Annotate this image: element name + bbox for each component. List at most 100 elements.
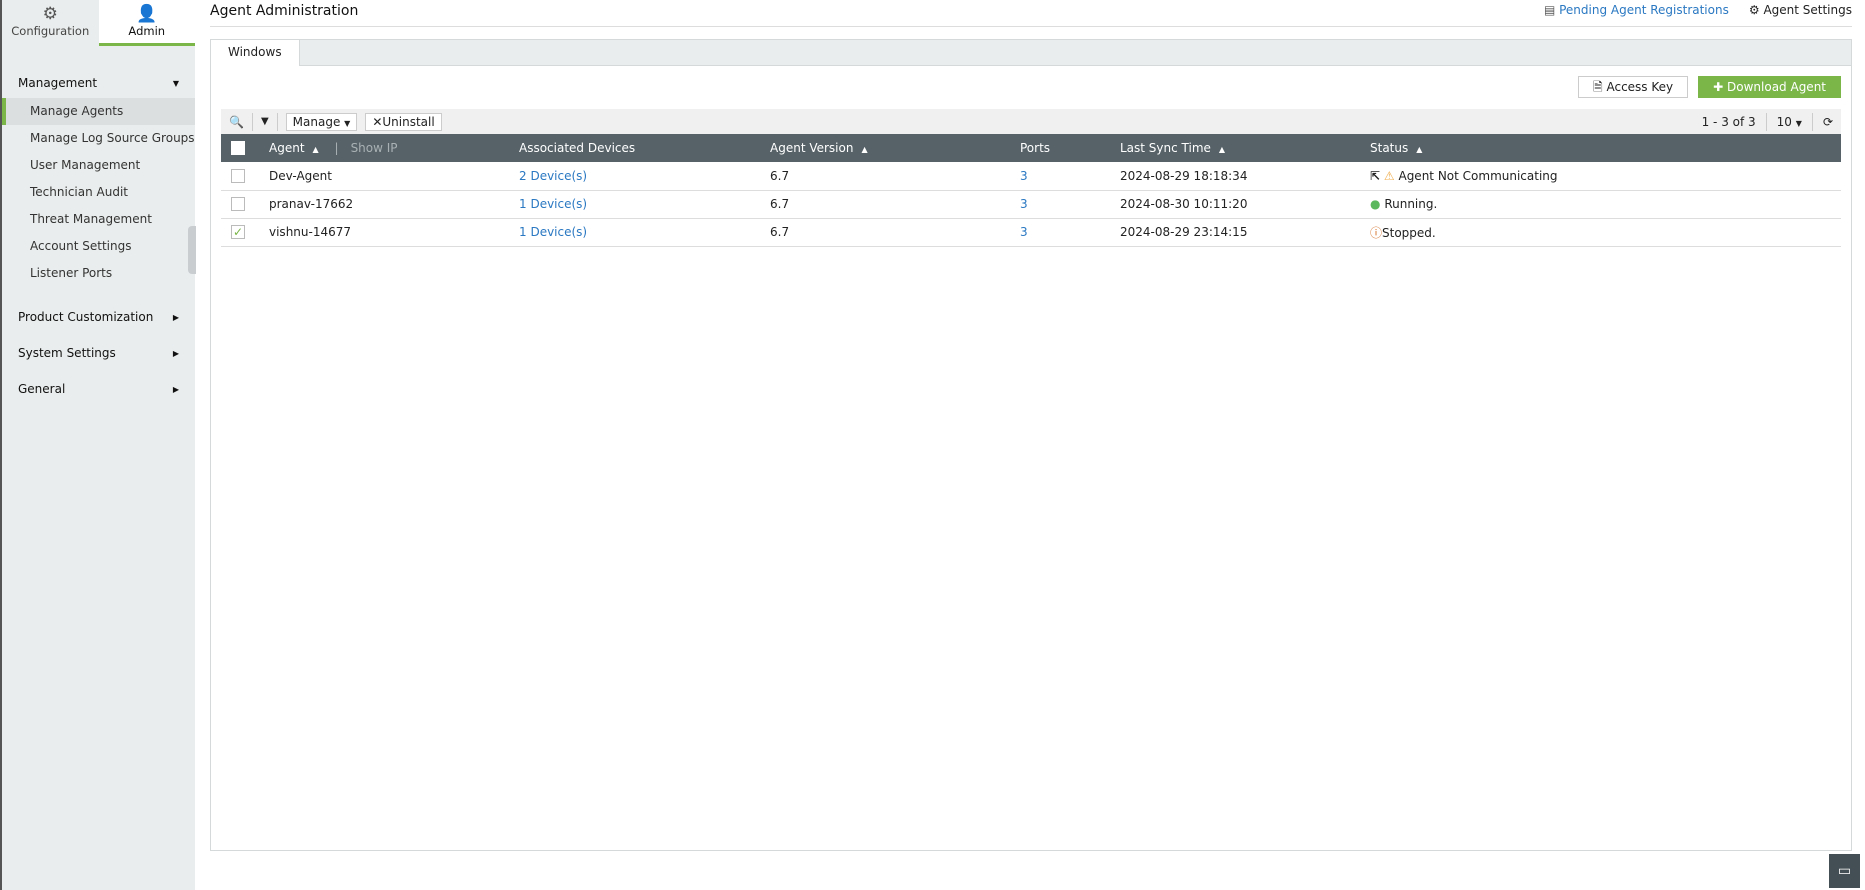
gear-icon: ⚙ — [42, 4, 58, 24]
sync-time: 2024-08-30 10:11:20 — [1120, 190, 1370, 219]
agents-panel: Windows 🗎 Access Key ✚ Download Agent 🔍 … — [210, 39, 1852, 851]
chat-icon: ▭ — [1837, 863, 1852, 879]
sort-asc-icon: ▲ — [1416, 145, 1423, 154]
sidebar-item-listener-ports[interactable]: Listener Ports — [30, 266, 113, 280]
section-general[interactable]: General ▶ — [2, 371, 195, 407]
sidebar-item-log-source-groups[interactable]: Manage Log Source Groups — [30, 131, 195, 145]
devices-link[interactable]: 1 Device(s) — [519, 218, 770, 247]
devices-link[interactable]: 2 Device(s) — [519, 162, 770, 191]
page-title: Agent Administration — [210, 0, 1852, 27]
section-label: Management — [18, 76, 98, 90]
status-text: Agent Not Communicating — [1398, 168, 1558, 183]
check-circle-icon: ● — [1370, 197, 1381, 211]
pagination-info: 1 - 3 of 3 — [1701, 114, 1756, 129]
download-agent-button[interactable]: ✚ Download Agent — [1698, 76, 1841, 98]
row-checkbox[interactable] — [231, 197, 245, 212]
key-doc-icon: 🗎 — [1592, 80, 1603, 94]
sort-asc-icon: ▲ — [1218, 145, 1226, 154]
sort-asc-icon: ▲ — [861, 145, 868, 154]
info-circle-icon: ⓘ — [1370, 225, 1383, 240]
section-system-settings[interactable]: System Settings ▶ — [2, 335, 195, 371]
tab-windows[interactable]: Windows — [211, 40, 300, 66]
gear-icon: ⚙ — [1748, 3, 1760, 17]
user-icon: 👤 — [136, 4, 158, 24]
button-label: Manage — [292, 114, 341, 129]
table-row[interactable]: pranav-17662 1 Device(s) 6.7 3 2024-08-3… — [221, 190, 1841, 219]
select-all-checkbox[interactable] — [231, 141, 245, 156]
caret-down-icon: ▼ — [172, 78, 179, 88]
sidebar-item-technician-audit[interactable]: Technician Audit — [30, 185, 128, 199]
sidebar: ⚙ Configuration 👤 Admin Management ▼ Manage… — [0, 0, 195, 890]
registrations-icon: ▤ — [1543, 3, 1556, 17]
button-label: Uninstall — [382, 114, 435, 129]
section-label: System Settings — [18, 346, 116, 360]
button-label: Access Key — [1606, 80, 1674, 94]
sidebar-item-threat-management[interactable]: Threat Management — [30, 212, 152, 226]
row-checkbox-checked[interactable]: ✓ — [231, 225, 245, 240]
status-text: Stopped. — [1382, 225, 1436, 240]
external-link-icon[interactable]: ⇱ — [1370, 168, 1381, 183]
section-label: General — [18, 382, 66, 396]
link-label: Pending Agent Registrations — [1559, 3, 1729, 17]
agent-settings-link[interactable]: ⚙ Agent Settings — [1749, 3, 1852, 17]
link-label: Agent Settings — [1763, 3, 1852, 17]
col-status[interactable]: Status ▲ — [1370, 134, 1841, 162]
chat-button[interactable]: ▭ — [1829, 854, 1860, 888]
caret-right-icon: ▶ — [172, 312, 179, 322]
col-label: Last Sync Time — [1120, 141, 1211, 155]
agent-version: 6.7 — [770, 190, 1020, 219]
agent-name: pranav-17662 — [269, 190, 519, 219]
caret-right-icon: ▶ — [172, 348, 179, 358]
tab-label: Configuration — [11, 24, 90, 38]
show-ip-toggle[interactable]: Show IP — [350, 141, 398, 155]
col-sync[interactable]: Last Sync Time ▲ — [1120, 134, 1370, 162]
sidebar-collapse-handle[interactable] — [188, 226, 196, 274]
sidebar-item-user-management[interactable]: User Management — [30, 158, 141, 172]
agent-version: 6.7 — [770, 162, 1020, 191]
warning-icon: ⚠ — [1383, 168, 1395, 183]
sync-time: 2024-08-29 23:14:15 — [1120, 218, 1370, 247]
row-checkbox[interactable] — [231, 169, 245, 183]
close-icon: ✕ — [372, 114, 383, 129]
caret-down-icon: ▼ — [344, 118, 351, 128]
manage-dropdown[interactable]: Manage ▼ — [285, 112, 358, 131]
sort-asc-icon: ▲ — [312, 145, 319, 154]
access-key-button[interactable]: 🗎 Access Key — [1577, 76, 1689, 98]
agents-table: Agent ▲ | Show IP Associated Devices Agent… — [221, 134, 1841, 247]
tab-admin[interactable]: 👤 Admin — [98, 0, 195, 46]
caret-down-icon: ▼ — [1795, 118, 1802, 128]
table-row[interactable]: Dev-Agent 2 Device(s) 6.7 3 2024-08-29 1… — [221, 162, 1841, 191]
table-header: Agent ▲ | Show IP Associated Devices Agent… — [221, 134, 1841, 162]
agent-name: vishnu-14677 — [269, 218, 519, 247]
col-ports: Ports — [1020, 134, 1120, 162]
tab-configuration[interactable]: ⚙ Configuration — [2, 0, 99, 46]
devices-link[interactable]: 1 Device(s) — [519, 190, 770, 219]
section-management[interactable]: Management ▼ — [2, 68, 195, 98]
caret-right-icon: ▶ — [172, 384, 179, 394]
status-text: Running. — [1384, 197, 1438, 211]
refresh-icon[interactable]: ⟳ — [1822, 114, 1833, 129]
ports-link[interactable]: 3 — [1020, 218, 1120, 247]
col-devices: Associated Devices — [519, 134, 770, 162]
filter-icon[interactable]: ▼ — [260, 116, 269, 127]
ports-link[interactable]: 3 — [1020, 190, 1120, 219]
search-icon[interactable]: 🔍 — [229, 114, 244, 129]
per-page-value: 10 — [1776, 114, 1792, 129]
uninstall-button[interactable]: ✕Uninstall — [365, 112, 442, 131]
section-product-customization[interactable]: Product Customization ▶ — [2, 299, 195, 335]
sidebar-item-manage-agents[interactable]: Manage Agents — [2, 98, 195, 125]
button-label: Download Agent — [1727, 80, 1826, 94]
sidebar-item-account-settings[interactable]: Account Settings — [30, 239, 132, 253]
agent-version: 6.7 — [770, 218, 1020, 247]
table-row[interactable]: ✓ vishnu-14677 1 Device(s) 6.7 3 2024-08… — [221, 218, 1841, 247]
pending-registrations-link[interactable]: ▤ Pending Agent Registrations — [1544, 3, 1729, 17]
plus-icon: ✚ — [1713, 80, 1724, 94]
agent-name: Dev-Agent — [269, 162, 519, 191]
col-agent[interactable]: Agent ▲ | Show IP — [269, 134, 519, 162]
per-page-select[interactable]: 10 ▼ — [1777, 115, 1802, 129]
tab-label: Admin — [128, 24, 166, 38]
col-label: Status — [1370, 141, 1409, 155]
col-version[interactable]: Agent Version ▲ — [770, 134, 1020, 162]
col-label: Agent — [269, 141, 305, 155]
ports-link[interactable]: 3 — [1020, 162, 1120, 191]
